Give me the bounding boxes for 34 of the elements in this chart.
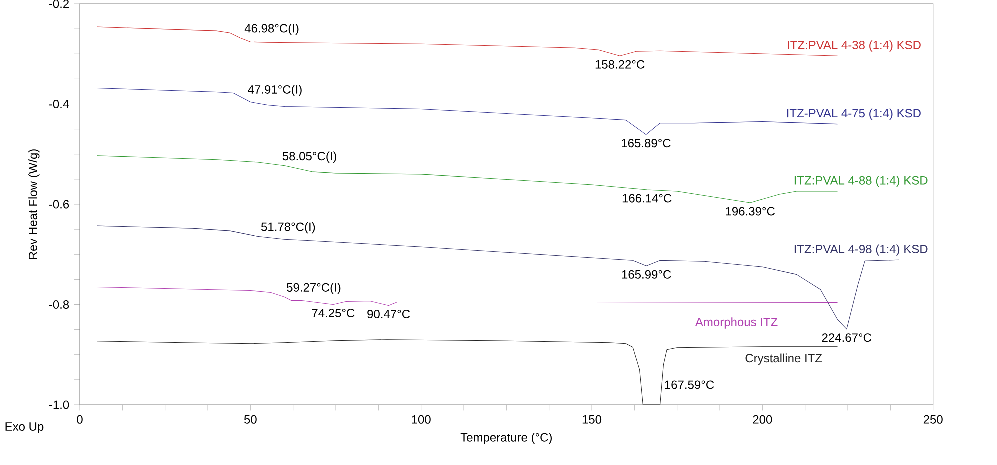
series-label: ITZ-PVAL 4-75 (1:4) KSD xyxy=(787,108,921,120)
y-tick-label: -1.0 xyxy=(49,400,70,410)
annotation: 158.22°C xyxy=(596,60,645,69)
x-tick-label: 50 xyxy=(244,415,257,424)
annotation: 224.67°C xyxy=(822,334,872,342)
series-label: ITZ:PVAL 4-38 (1:4) KSD xyxy=(788,40,921,52)
x-tick-label: 200 xyxy=(753,415,772,424)
series-label: Amorphous ITZ xyxy=(695,318,778,329)
y-axis-title: Rev Heat Flow (W/g) xyxy=(28,150,40,260)
annotation: 166.14°C xyxy=(622,194,672,203)
y-tick-label: -0.8 xyxy=(49,300,70,310)
series-label: ITZ:PVAL 4-98 (1:4) KSD xyxy=(794,244,928,256)
y-tick-label: -0.4 xyxy=(49,100,70,109)
annotation: 167.59°C xyxy=(665,380,714,390)
series-label: ITZ:PVAL 4-88 (1:4) KSD xyxy=(794,176,928,188)
annotation: 74.25°C xyxy=(312,309,355,318)
annotation: 46.98°C(I) xyxy=(244,24,299,36)
y-tick-label: -0.2 xyxy=(49,0,69,8)
x-tick-label: 0 xyxy=(77,415,83,424)
y-tick-label: -0.6 xyxy=(49,200,70,209)
x-tick-label: 100 xyxy=(412,415,431,424)
series-label: Crystalline ITZ xyxy=(746,354,822,365)
x-axis-title: Temperature (°C) xyxy=(460,433,552,444)
annotation: 165.89°C xyxy=(622,139,671,148)
text: Exo Up xyxy=(6,422,44,434)
annotation: 47.91°C(I) xyxy=(248,85,302,96)
annotation: 59.27°C(I) xyxy=(287,283,341,294)
annotation: 165.99°C xyxy=(622,270,672,279)
x-tick-label: 150 xyxy=(582,415,602,424)
x-tick-label: 250 xyxy=(924,415,943,424)
annotation: 90.47°C xyxy=(368,310,410,319)
annotation: 58.05°C(I) xyxy=(282,152,336,163)
annotation: 51.78°C(I) xyxy=(261,222,316,234)
annotation: 196.39°C xyxy=(726,207,775,216)
